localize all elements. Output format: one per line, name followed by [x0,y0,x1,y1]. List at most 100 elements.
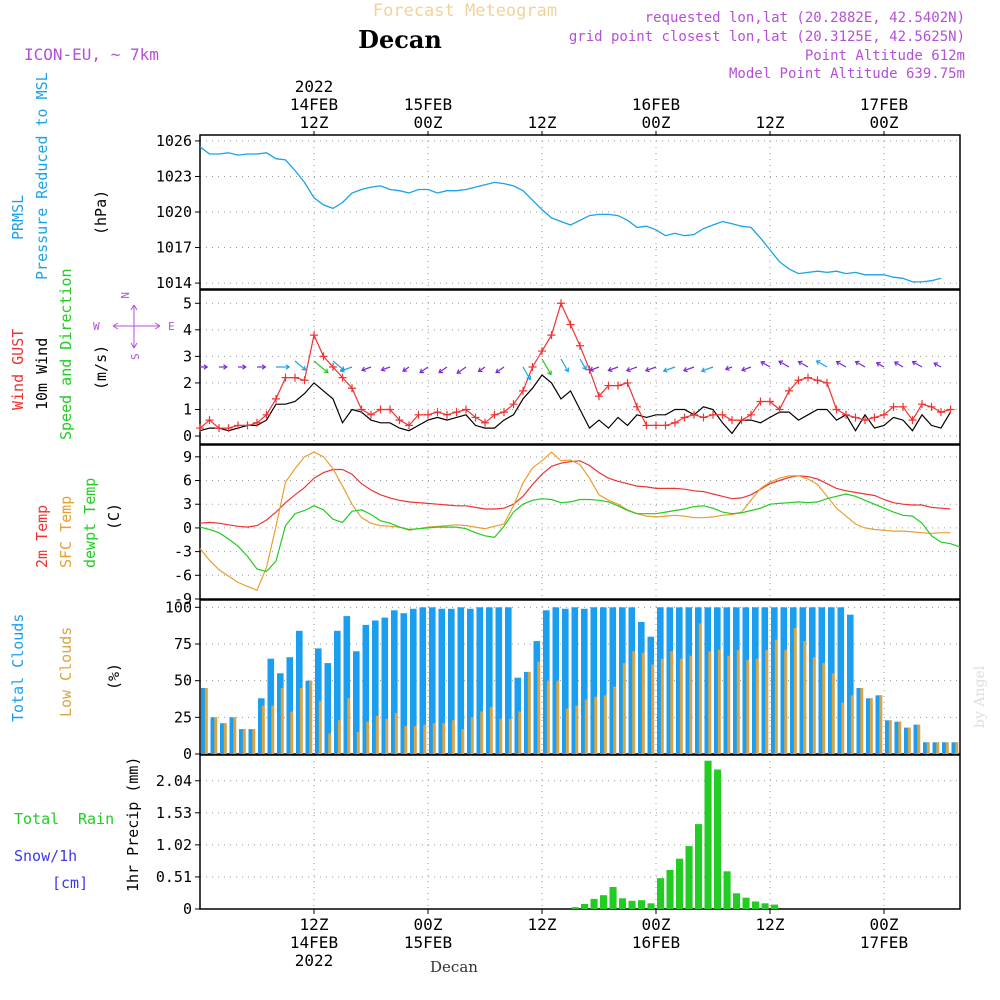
wind-arrow [438,366,448,373]
total-cloud-bar [334,630,341,754]
total-cloud-bar [647,636,655,754]
low-cloud-bar [480,711,484,754]
gust-point [424,410,432,419]
low-cloud-bar [736,649,740,754]
gust-point [642,421,651,430]
compass-icon: W E N S [93,292,175,360]
precip-bar [704,760,712,909]
precip-bar [609,887,617,909]
total-cloud-bar [476,607,484,754]
low-cloud-bar [955,742,959,754]
ytick-label: 3 [183,495,192,513]
gust-point [367,410,375,419]
low-cloud-bar [746,660,750,754]
time-label: 00Z [870,915,899,934]
gust-point [899,402,907,411]
low-cloud-bar [470,717,474,754]
gust-point [376,405,385,414]
total-cloud-bar [866,698,873,754]
wind-arrow [836,361,847,368]
gust-point [699,413,708,422]
wind-arrow-head [760,361,766,366]
gust-point [832,405,841,414]
time-label: 16FEB [632,933,680,952]
wind-arrow [495,366,505,373]
gust-point [680,413,689,422]
wind-arrow [912,361,923,368]
precip-bar [685,846,693,909]
compass-w: W [93,320,100,333]
low-cloud-bar [850,695,854,754]
wind-arrow [645,366,657,372]
low-cloud-bar [632,651,636,754]
ytick-label: 0 [183,745,192,763]
ytick-label: 0 [183,519,192,537]
total-cloud-bar [932,742,940,754]
total-cloud-bar [628,607,636,754]
total-cloud-bar [723,607,731,754]
wind-arrow-head [700,367,706,373]
ytick-label: 1014 [156,274,192,292]
low-cloud-bar [822,663,826,754]
total-cloud-bar [875,695,883,754]
total-cloud-bar [761,607,769,754]
wind-arrow [855,361,866,368]
precip-bar [590,898,598,909]
low-cloud-bar [223,723,227,754]
time-label: 15FEB [404,95,452,114]
t2m-label: 2m Temp [33,505,51,568]
low-cloud-bar [290,711,294,754]
gust-point [785,386,793,395]
total-cloud-bar [543,610,550,754]
ytick-label: 0 [183,427,192,445]
wind-unit: (m/s) [92,345,110,390]
gust-point [452,408,461,417]
precip-bar [695,824,703,909]
low-cloud-bar [641,652,645,754]
wind-arrow-head [854,360,860,366]
ytick-label: 1.02 [156,836,192,854]
low-cloud-bar [765,649,769,754]
gust-point [756,397,765,406]
gust-point [509,400,518,409]
low-cloud-bar [375,715,379,754]
low-cloud-bar [527,671,531,754]
total-cloud-bar [666,607,674,754]
wind-arrow [798,361,809,368]
total-cloud-bar [752,607,759,754]
total-cloud-bar [296,630,303,754]
gust-point [747,410,755,419]
total-cloud-bar [552,607,560,754]
gust-point [861,416,869,425]
speed-dir-label: Speed and Direction [57,268,75,440]
sfc-temp-line [199,451,951,592]
ytick-label: 3 [183,347,192,365]
wind-arrow-head [662,367,668,373]
wind-arrow-head [380,366,386,372]
gust-point [329,363,337,371]
total-cloud-bar [638,622,645,754]
ytick-label: 1 [183,400,192,418]
wind-speed-line [199,374,952,435]
total-cloud-bar [201,688,208,754]
panel-frame [199,599,961,755]
total-cloud-bar [742,607,750,754]
total-cloud-bar [305,680,313,754]
gust-point [414,410,423,419]
low-cloud-bar [242,729,246,754]
low-cloud-bar [898,721,902,754]
model-altitude: Model Point Altitude 639.75m [729,66,965,82]
wind-arrow-head [815,360,821,365]
total-cloud-bar [239,729,246,754]
wind-arrow-head [589,366,595,372]
low-cloud-bar [708,651,712,754]
total-cloud-bar [533,641,541,754]
wind-arrow [701,366,714,372]
gust-point [557,299,565,308]
precip-bar [638,900,646,909]
panel-frame [199,444,961,600]
low-cloud-bar [546,680,550,754]
gust-point [889,402,898,411]
total-cloud-bar [229,717,237,754]
